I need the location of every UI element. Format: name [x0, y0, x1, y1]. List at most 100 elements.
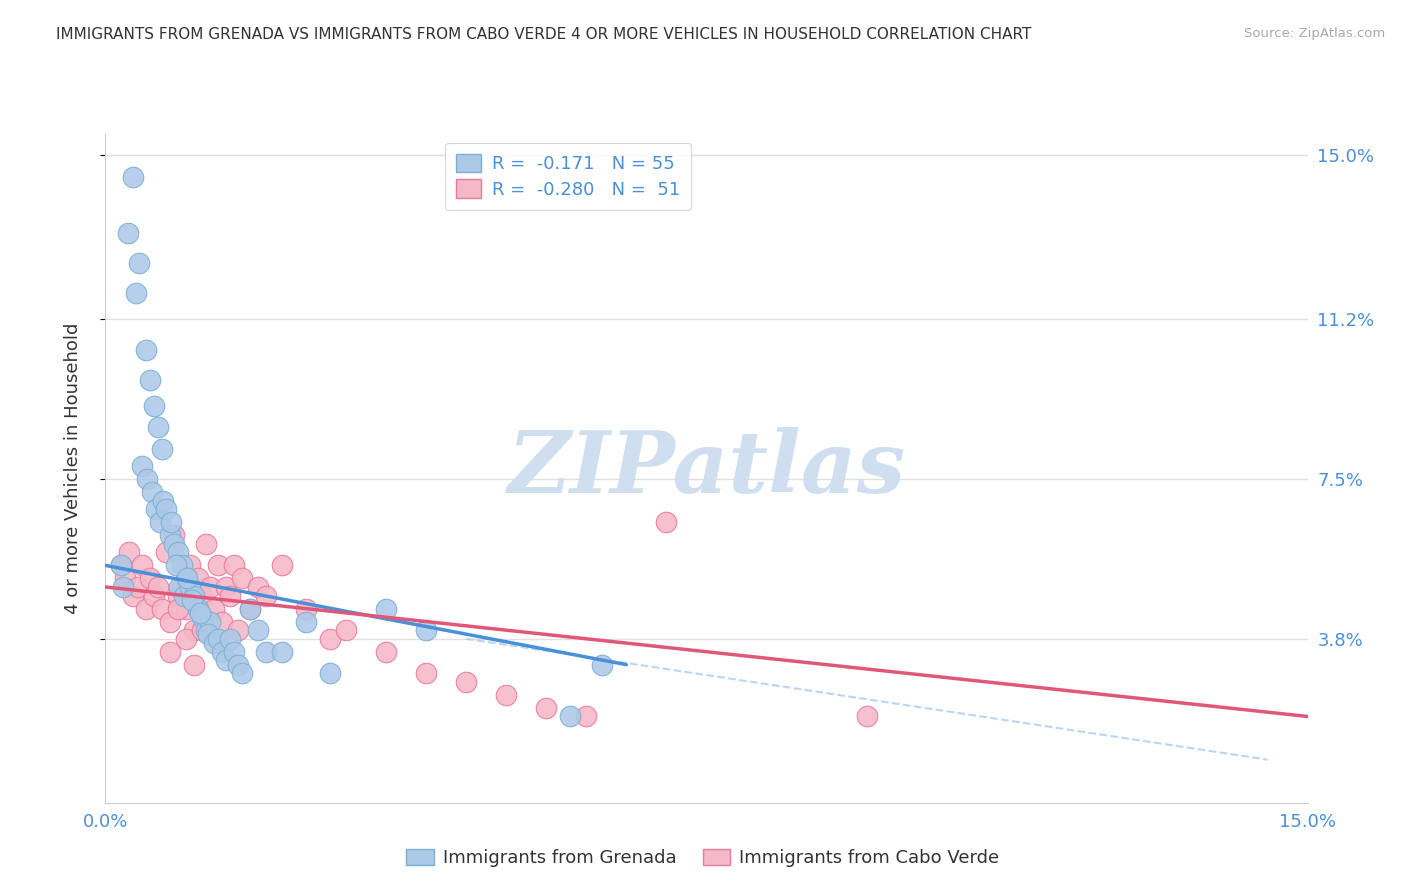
- Point: [591, 657, 613, 672]
- Point: [110, 558, 132, 573]
- Point: [166, 589, 188, 603]
- Point: [142, 589, 165, 603]
- Point: [176, 571, 198, 585]
- Point: [239, 601, 262, 615]
- Point: [150, 442, 173, 456]
- Point: [226, 657, 249, 672]
- Point: [335, 623, 357, 637]
- Point: [198, 615, 221, 629]
- Point: [170, 580, 193, 594]
- Point: [117, 226, 139, 240]
- Point: [159, 645, 181, 659]
- Point: [202, 636, 225, 650]
- Point: [167, 580, 190, 594]
- Point: [142, 399, 165, 413]
- Point: [149, 515, 172, 529]
- Point: [218, 589, 240, 603]
- Point: [456, 675, 478, 690]
- Text: IMMIGRANTS FROM GRENADA VS IMMIGRANTS FROM CABO VERDE 4 OR MORE VEHICLES IN HOUS: IMMIGRANTS FROM GRENADA VS IMMIGRANTS FR…: [56, 27, 1032, 42]
- Point: [214, 653, 236, 667]
- Point: [187, 601, 209, 615]
- Point: [150, 601, 173, 615]
- Point: [160, 515, 183, 529]
- Point: [135, 343, 157, 357]
- Point: [183, 657, 205, 672]
- Point: [138, 571, 160, 585]
- Point: [222, 645, 245, 659]
- Point: [198, 580, 221, 594]
- Legend: Immigrants from Grenada, Immigrants from Cabo Verde: Immigrants from Grenada, Immigrants from…: [399, 841, 1007, 874]
- Point: [112, 580, 135, 594]
- Point: [295, 601, 318, 615]
- Point: [231, 666, 253, 681]
- Point: [145, 502, 167, 516]
- Point: [179, 558, 201, 573]
- Point: [135, 601, 157, 615]
- Point: [170, 558, 193, 573]
- Y-axis label: 4 or more Vehicles in Household: 4 or more Vehicles in Household: [63, 323, 82, 614]
- Point: [159, 528, 181, 542]
- Point: [110, 558, 132, 573]
- Point: [246, 623, 269, 637]
- Point: [125, 286, 148, 301]
- Point: [202, 601, 225, 615]
- Point: [270, 558, 292, 573]
- Point: [155, 545, 177, 559]
- Point: [207, 632, 229, 646]
- Point: [146, 580, 169, 594]
- Point: [174, 571, 197, 585]
- Point: [211, 615, 233, 629]
- Point: [166, 545, 188, 559]
- Point: [194, 623, 217, 637]
- Point: [214, 580, 236, 594]
- Point: [138, 373, 160, 387]
- Point: [188, 606, 211, 620]
- Point: [118, 545, 141, 559]
- Point: [152, 493, 174, 508]
- Point: [295, 615, 318, 629]
- Point: [127, 580, 149, 594]
- Point: [174, 601, 197, 615]
- Point: [190, 610, 212, 624]
- Point: [319, 632, 342, 646]
- Point: [181, 593, 204, 607]
- Point: [246, 580, 269, 594]
- Point: [131, 558, 153, 573]
- Point: [165, 558, 187, 573]
- Point: [190, 623, 212, 637]
- Point: [190, 589, 212, 603]
- Point: [319, 666, 342, 681]
- Point: [141, 485, 163, 500]
- Point: [655, 515, 678, 529]
- Point: [495, 688, 517, 702]
- Point: [560, 709, 582, 723]
- Point: [239, 601, 262, 615]
- Point: [534, 701, 557, 715]
- Point: [114, 571, 136, 585]
- Point: [207, 558, 229, 573]
- Legend: R =  -0.171   N = 55, R =  -0.280   N =  51: R = -0.171 N = 55, R = -0.280 N = 51: [446, 143, 692, 210]
- Point: [415, 666, 437, 681]
- Point: [855, 709, 877, 723]
- Text: ZIPatlas: ZIPatlas: [508, 426, 905, 510]
- Point: [162, 537, 184, 551]
- Point: [254, 589, 277, 603]
- Point: [174, 632, 197, 646]
- Point: [211, 645, 233, 659]
- Point: [159, 615, 181, 629]
- Point: [194, 537, 217, 551]
- Point: [162, 528, 184, 542]
- Point: [122, 169, 145, 184]
- Point: [146, 420, 169, 434]
- Point: [222, 558, 245, 573]
- Point: [254, 645, 277, 659]
- Point: [374, 601, 398, 615]
- Point: [197, 627, 219, 641]
- Point: [128, 256, 150, 270]
- Point: [270, 645, 292, 659]
- Point: [183, 589, 205, 603]
- Point: [218, 632, 240, 646]
- Point: [136, 472, 159, 486]
- Point: [155, 502, 177, 516]
- Point: [231, 571, 253, 585]
